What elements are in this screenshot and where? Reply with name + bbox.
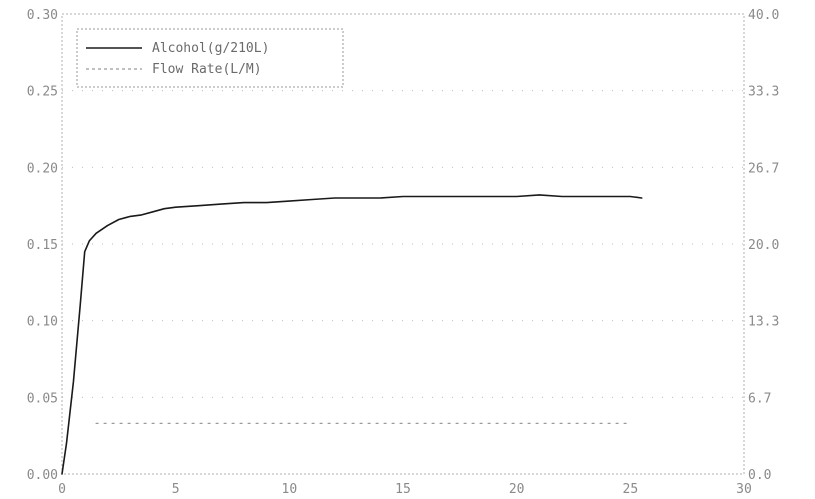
y2-tick-label: 20.0 bbox=[748, 238, 779, 253]
grid-lines bbox=[62, 90, 744, 398]
x-tick-label: 25 bbox=[623, 482, 639, 497]
y2-tick-label: 40.0 bbox=[748, 8, 779, 23]
legend-label-flow-rate: Flow Rate(L/M) bbox=[152, 62, 262, 77]
plot-frame bbox=[61, 13, 745, 475]
y-tick-label: 0.10 bbox=[27, 315, 58, 330]
x-tick-label: 5 bbox=[172, 482, 180, 497]
y2-tick-label: 0.0 bbox=[748, 468, 771, 483]
y2-tick-label: 6.7 bbox=[748, 391, 771, 406]
y-tick-label: 0.05 bbox=[27, 391, 58, 406]
y2-tick-label: 13.3 bbox=[748, 315, 779, 330]
x-tick-label: 15 bbox=[395, 482, 411, 497]
x-tick-label: 30 bbox=[736, 482, 752, 497]
y-tick-label: 0.25 bbox=[27, 85, 58, 100]
y-tick-label: 0.00 bbox=[27, 468, 58, 483]
legend-box bbox=[76, 28, 344, 88]
x-tick-label: 20 bbox=[509, 482, 525, 497]
axis-ticks: 0.00 0.0 0.05 6.7 0.10 13.3 0.15 20.0 0.20 26.7 0.… bbox=[27, 8, 780, 497]
y-tick-label: 0.20 bbox=[27, 161, 58, 176]
y2-tick-label: 26.7 bbox=[748, 161, 779, 176]
x-tick-label: 0 bbox=[58, 482, 66, 497]
legend-label-alcohol: Alcohol(g/210L) bbox=[152, 41, 269, 56]
x-tick-label: 10 bbox=[282, 482, 298, 497]
legend: Alcohol(g/210L) Flow Rate(L/M) bbox=[76, 28, 344, 88]
series-lines bbox=[61, 194, 643, 475]
y-tick-label: 0.30 bbox=[27, 8, 58, 23]
y-tick-label: 0.15 bbox=[27, 238, 58, 253]
y2-tick-label: 33.3 bbox=[748, 85, 779, 100]
series-line-alcohol bbox=[61, 194, 643, 475]
